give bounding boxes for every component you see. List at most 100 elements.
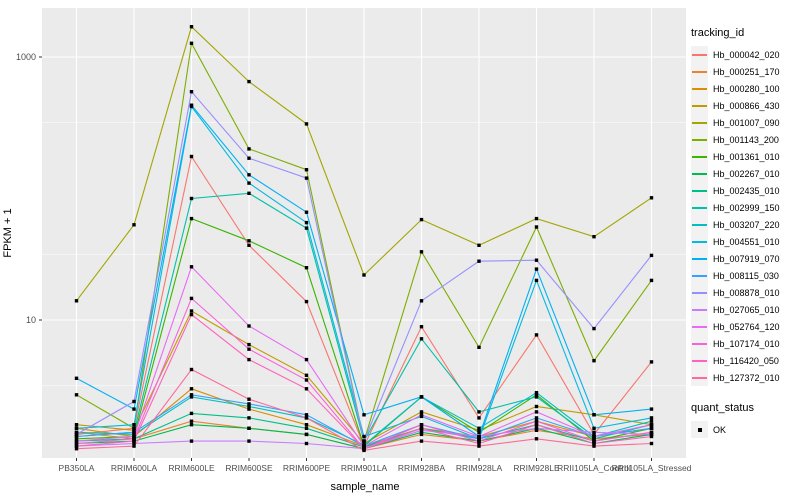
data-point [132,399,136,404]
data-point [592,434,596,439]
data-point [477,434,481,439]
data-point [419,299,424,303]
data-point [362,444,366,448]
x-tick-label: RRIM928LE [513,463,560,473]
legend-item-Hb_000866_430: Hb_000866_430 [691,97,799,114]
data-point [132,430,136,434]
data-point [592,426,596,430]
data-point [534,258,539,262]
data-point [592,359,596,363]
legend-item-Hb_001007_090: Hb_001007_090 [691,114,799,131]
legend-item-label: Hb_000866_430 [713,100,780,111]
data-point [649,253,654,258]
data-point [247,191,251,195]
data-point [534,225,539,229]
legend-key-line-icon [691,250,708,267]
data-point [419,426,424,430]
x-tick-label: RRIM600LE [168,463,215,473]
data-point [477,416,481,420]
data-point [592,444,596,448]
data-point [189,419,194,423]
data-point [74,299,79,303]
data-point [189,309,194,313]
data-point [247,402,251,406]
legend-item-label: Hb_116420_050 [713,355,779,366]
legend-key-line-icon [691,80,708,97]
data-point [362,273,366,277]
legend-key-line-icon [691,233,708,250]
data-point [419,439,424,443]
data-point [247,404,251,409]
legend-item-Hb_001361_010: Hb_001361_010 [691,148,799,165]
data-point [132,441,136,446]
y-axis-title: FPKM + 1 [2,208,14,258]
data-point [419,395,424,399]
legend-key-line-icon [691,165,708,182]
data-point [592,432,596,437]
data-point [247,156,251,160]
x-tick-label: RRIM600LA [111,463,158,473]
data-point [477,259,481,263]
data-point [304,210,309,214]
data-point [132,426,136,430]
data-point [419,413,424,417]
x-tick-label: RRII105LA_Stressed [612,463,692,473]
data-point [534,419,539,423]
data-point [592,235,596,239]
black-square-point-icon [691,421,708,438]
data-point [649,432,654,437]
legend-item-label: Hb_008115_030 [713,270,779,281]
data-point [74,444,79,448]
legend-key-line-icon [691,131,708,148]
data-point [534,395,539,399]
data-point [419,423,424,427]
data-point [247,243,251,247]
data-point [189,296,194,301]
data-point [247,342,251,347]
data-point [247,439,251,443]
data-point [189,411,194,416]
legend-key-line-icon [691,97,708,114]
data-point [419,325,424,329]
data-point [189,439,194,443]
data-point [189,393,194,397]
data-point [649,407,654,411]
data-point [534,437,539,441]
data-point [477,243,481,247]
data-point [477,444,481,448]
data-point [74,437,79,441]
data-point [247,79,251,84]
data-point [419,250,424,254]
data-point [74,447,79,451]
data-point [189,25,194,29]
data-point [132,434,136,439]
data-point [649,423,654,427]
legend-key-line-icon [691,267,708,284]
data-point [592,437,596,441]
legend-item-Hb_127372_010: Hb_127372_010 [691,369,799,386]
data-point [419,430,424,434]
data-point [304,378,309,382]
data-point [534,278,539,283]
data-point [534,391,539,395]
data-point [74,426,79,430]
data-point [304,266,309,270]
y-tick-label: 10 [26,315,36,325]
data-point [534,423,539,427]
data-point [477,410,481,414]
x-tick-label: PB350LA [59,463,95,473]
legend-item-Hb_008878_010: Hb_008878_010 [691,284,799,301]
data-point [247,147,251,151]
data-point [74,430,79,434]
legend-item-label: Hb_127372_010 [713,372,780,383]
data-point [649,278,654,283]
data-point [132,437,136,441]
legend-item-Hb_002435_010: Hb_002435_010 [691,182,799,199]
legend-item-Hb_003207_220: Hb_003207_220 [691,216,799,233]
legend-item-label: Hb_007919_070 [713,253,780,264]
data-point [132,444,136,448]
data-point [477,439,481,443]
legend-item-label: Hb_000042_020 [713,49,780,60]
data-point [304,413,309,417]
data-point [74,423,79,427]
